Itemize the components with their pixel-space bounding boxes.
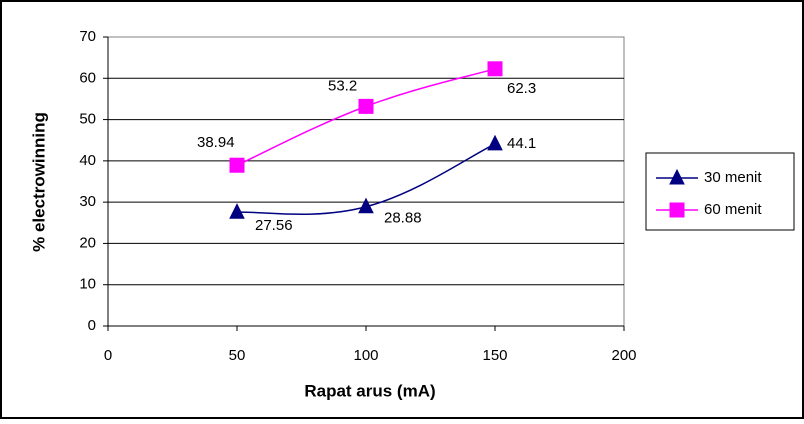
data-label: 38.94: [197, 134, 235, 151]
data-label: 53.2: [328, 77, 357, 94]
data-label: 44.1: [507, 135, 536, 152]
x-tick-label: 100: [353, 347, 378, 364]
marker: [230, 158, 244, 172]
x-tick-label: 200: [611, 347, 636, 364]
data-label: 28.88: [384, 210, 422, 227]
data-label: 27.56: [255, 217, 293, 234]
x-tick-label: 0: [104, 347, 112, 364]
y-tick-label: 50: [79, 111, 96, 128]
y-tick-label: 10: [79, 276, 96, 293]
data-label: 62.3: [507, 80, 536, 97]
y-tick-label: 60: [79, 69, 96, 86]
marker: [488, 62, 502, 76]
marker: [359, 99, 373, 113]
legend: [646, 153, 794, 230]
legend-label: 60 menit: [704, 201, 762, 218]
legend-label: 30 menit: [704, 169, 762, 186]
y-tick-label: 70: [79, 28, 96, 45]
y-tick-label: 0: [88, 317, 96, 334]
marker: [670, 203, 684, 217]
x-axis-label: Rapat arus (mA): [304, 381, 435, 400]
plot-area: [108, 37, 624, 326]
y-tick-label: 40: [79, 152, 96, 169]
y-tick-label: 30: [79, 193, 96, 210]
x-tick-label: 150: [482, 347, 507, 364]
x-tick-label: 50: [229, 347, 246, 364]
y-axis-label: % electrowinning: [29, 112, 48, 252]
chart: Rapat arus (mA) % electrowinning 0 10 20 30…: [0, 0, 804, 419]
y-tick-label: 20: [79, 234, 96, 251]
